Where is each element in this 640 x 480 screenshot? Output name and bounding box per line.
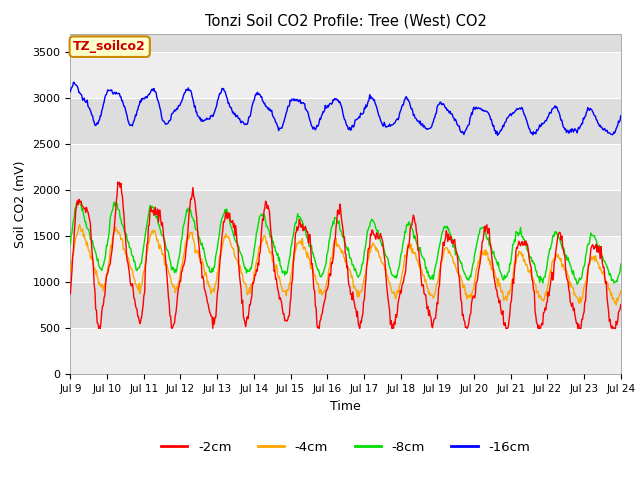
Bar	[70, 98, 621, 144]
Legend: -2cm, -4cm, -8cm, -16cm: -2cm, -4cm, -8cm, -16cm	[156, 435, 536, 459]
Bar	[70, 328, 621, 374]
Y-axis label: Soil CO2 (mV): Soil CO2 (mV)	[14, 160, 27, 248]
X-axis label: Time: Time	[330, 400, 361, 413]
Bar	[70, 190, 621, 236]
Text: TZ_soilco2: TZ_soilco2	[74, 40, 146, 53]
Bar	[70, 144, 621, 190]
Bar	[70, 34, 621, 52]
Bar	[70, 52, 621, 98]
Bar	[70, 236, 621, 282]
Bar	[70, 282, 621, 328]
Title: Tonzi Soil CO2 Profile: Tree (West) CO2: Tonzi Soil CO2 Profile: Tree (West) CO2	[205, 13, 486, 28]
